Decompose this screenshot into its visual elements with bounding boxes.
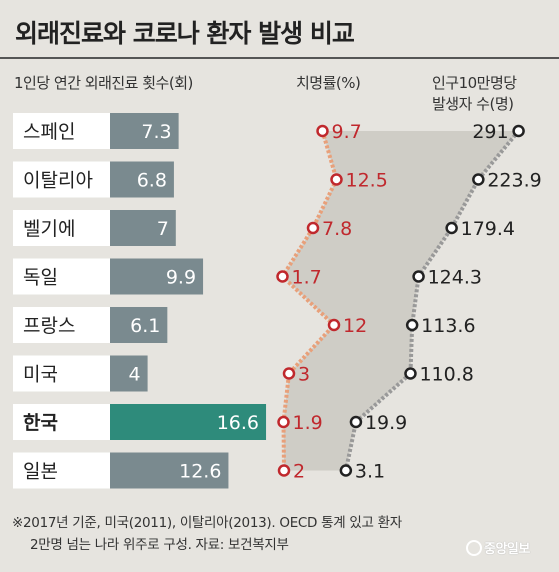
visits-column-header: 1인당 연간 외래진료 횟수(회) (14, 74, 193, 92)
row-label: 프랑스 (23, 315, 75, 337)
visits-bar-label: 7.3 (141, 121, 171, 143)
row-label: 독일 (23, 267, 58, 289)
cases-line (343, 129, 521, 471)
row-label-box (13, 404, 110, 440)
row-label-box (13, 210, 110, 246)
visits-bar-label: 4 (129, 364, 141, 386)
cases-label: 113.6 (421, 315, 475, 337)
fatality-label: 1.9 (293, 412, 323, 434)
visits-bar-label: 16.6 (217, 412, 259, 434)
row-label-box (13, 161, 110, 198)
chart-title: 외래진료와 코로나 환자 발생 비교 (15, 19, 355, 48)
visits-bar (110, 404, 267, 440)
fatality-label: 9.7 (332, 121, 362, 143)
row-label: 벨기에 (23, 218, 75, 240)
fatality-label: 2 (293, 461, 305, 483)
fatality-point (306, 221, 320, 235)
visits-bar (110, 258, 204, 295)
visits-bar (110, 113, 179, 149)
fatality-column-header: 치명률(%) (296, 74, 361, 92)
title-divider (0, 57, 559, 59)
fatality-point (277, 464, 291, 477)
row-label-box (13, 452, 110, 489)
visits-bar (110, 210, 176, 246)
visits-bar-label: 6.1 (130, 315, 160, 337)
row-label-box (13, 355, 110, 392)
row-label: 스페인 (23, 121, 75, 143)
fatality-label: 7.8 (322, 218, 352, 240)
fatality-point (282, 367, 296, 380)
row-label: 일본 (23, 461, 58, 483)
fatality-point (277, 415, 290, 429)
fatality-label: 12.5 (346, 170, 388, 192)
cases-column-header-line1: 인구10만명당 (432, 74, 517, 92)
visits-bar (110, 307, 168, 343)
cases-column-header-line2: 발생자 수(명) (432, 95, 514, 113)
cases-label: 179.4 (461, 218, 515, 240)
cases-point (349, 415, 363, 429)
fatality-line (279, 130, 339, 471)
footnote-line-1: ※2017년 기준, 미국(2011), 이탈리아(2013). OECD 통계… (12, 515, 402, 531)
cases-label: 110.8 (419, 364, 473, 386)
cases-label: 291 (472, 121, 508, 143)
cases-label: 19.9 (365, 412, 407, 434)
footnote-line-2: 2만명 넘는 나라 위주로 구성. 자료: 보건복지부 (30, 537, 289, 553)
fatality-point (327, 318, 341, 332)
cases-point (512, 124, 525, 138)
cases-point (405, 318, 419, 332)
cases-label: 3.1 (355, 461, 385, 483)
cases-point (339, 464, 353, 477)
cases-point (445, 221, 458, 235)
cases-label: 223.9 (487, 170, 541, 192)
row-label-box (13, 307, 110, 343)
cases-label: 124.3 (428, 267, 482, 289)
footnote: ※2017년 기준, 미국(2011), 이탈리아(2013). OECD 통계… (12, 512, 402, 556)
visits-bar-label: 6.8 (137, 170, 167, 192)
visits-bar-label: 7 (157, 218, 169, 240)
fatality-label: 3 (298, 364, 310, 386)
fatality-point (276, 270, 289, 283)
row-label: 한국 (23, 412, 58, 434)
row-label: 이탈리아 (23, 170, 93, 192)
visits-bar-label: 9.9 (166, 267, 196, 289)
cases-point (472, 173, 485, 186)
fatality-label: 1.7 (292, 267, 322, 289)
visits-bar-label: 12.6 (179, 461, 221, 483)
logo-text: 중앙일보 (484, 542, 530, 557)
series-gap-band (282, 131, 519, 471)
publisher-logo: 중앙일보 (466, 538, 530, 557)
visits-bar (110, 355, 148, 392)
fatality-label: 12 (343, 315, 367, 337)
fatality-point (330, 173, 343, 186)
logo-circle-icon (466, 540, 482, 556)
visits-bar (110, 161, 174, 198)
row-label-box (13, 113, 110, 149)
visits-bar (110, 452, 229, 489)
fatality-point (316, 124, 329, 138)
row-label-box (13, 258, 110, 295)
cases-point (412, 270, 425, 283)
row-label: 미국 (23, 364, 58, 386)
cases-point (404, 367, 417, 380)
